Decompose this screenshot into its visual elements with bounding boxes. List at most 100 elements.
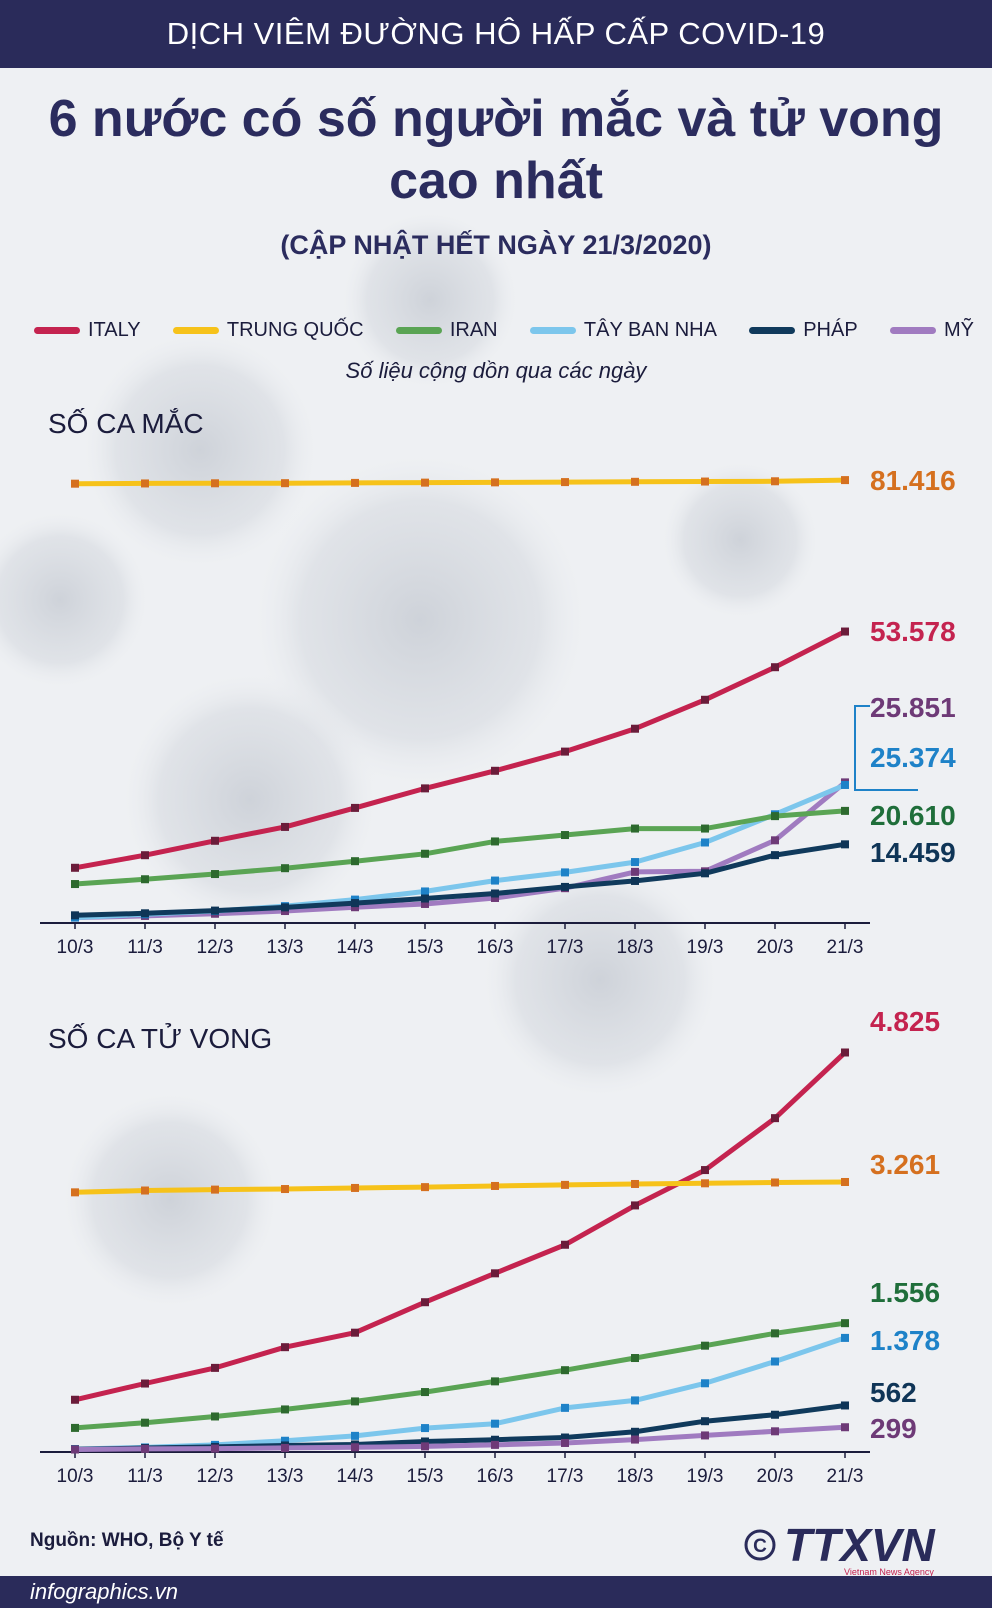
legend-swatch-iran [395,326,442,334]
data-point-iran [561,1366,569,1375]
svg-text:Vietnam News Agency: Vietnam News Agency [844,1567,934,1577]
end-label-france: 562 [870,1377,917,1408]
series-line-usa [72,1424,848,1452]
data-point-china [561,478,569,487]
series-line-usa [72,779,848,921]
data-point-china [631,1179,639,1188]
data-point-china [71,479,79,488]
page-subtitle: (CẬP NHẬT HẾT NGÀY 21/3/2020) [280,230,712,260]
data-point-china [421,478,429,487]
data-point-france [631,876,639,885]
legend-label: TÂY BAN NHA [583,318,717,341]
end-label-iran: 1.556 [870,1277,940,1308]
data-point-spain [561,868,569,877]
x-tick-label: 14/3 [337,1466,374,1487]
legend-label: MỸ [943,318,974,341]
data-point-china [351,1183,359,1192]
end-label-italy: 53.578 [870,616,956,647]
ttxvn-logo: C TTXVN Vietnam News Agency [744,1519,936,1577]
svg-text:TTXVN: TTXVN [784,1519,936,1571]
x-tick-label: 19/3 [687,937,724,958]
footer-bar: infographics.vn [0,1576,992,1608]
legend-item-france: PHÁP [749,319,858,342]
x-tick-label: 14/3 [337,937,374,958]
data-point-france [841,840,849,849]
data-point-france [421,1437,429,1446]
data-point-italy [701,695,709,704]
x-tick-label: 10/3 [57,1466,94,1487]
data-point-spain [421,1424,429,1433]
data-point-china [211,1185,219,1194]
legend-label: IRAN [449,318,498,341]
data-point-france [561,1433,569,1442]
end-label-iran: 20.610 [870,800,956,831]
legend-item-iran: IRAN [395,318,498,342]
data-point-usa [771,1427,779,1436]
data-point-italy [281,1343,289,1352]
data-point-italy [701,1166,709,1175]
data-point-france [771,1410,779,1419]
data-point-italy [771,1114,779,1123]
series-line-italy [72,1050,848,1403]
data-point-china [141,1186,149,1195]
x-tick-label: 19/3 [687,1466,724,1487]
data-point-italy [841,627,849,636]
data-point-italy [71,863,79,872]
data-point-china [141,479,149,488]
data-point-italy [631,1201,639,1210]
data-point-china [841,476,849,485]
data-point-spain [841,780,849,789]
data-point-china [421,1183,429,1192]
legend-item-spain: TÂY BAN NHA [529,318,717,342]
data-point-usa [421,1442,429,1451]
data-point-france [281,903,289,912]
x-tick-label: 11/3 [127,1466,163,1487]
legend-label: ITALY [88,318,141,341]
header-banner: DỊCH VIÊM ĐƯỜNG HÔ HẤP CẤP COVID-19 [0,0,992,68]
legend-swatch-china [172,326,219,334]
x-tick-label: 16/3 [477,937,514,958]
series-line-china [72,477,848,487]
data-point-italy [71,1395,79,1404]
legend: ITALY TRUNG QUỐC IRAN TÂY BAN NHA PHÁP M… [34,315,974,345]
data-point-spain [631,858,639,867]
legend-item-usa: MỸ [889,318,974,342]
data-point-usa [141,1444,149,1453]
end-label-spain: 25.374 [870,742,956,773]
data-point-china [491,1181,499,1190]
data-point-spain [841,1333,849,1342]
data-point-iran [561,831,569,840]
data-point-spain [491,876,499,885]
x-tick-label: 15/3 [407,937,444,958]
end-label-usa: 299 [870,1413,917,1444]
data-point-france [701,869,709,878]
page-title: 6 nước có số người mắc và tử vong cao nh… [0,88,992,212]
data-point-italy [421,1298,429,1307]
series-line-italy [72,629,848,871]
data-point-iran [281,864,289,873]
data-point-iran [491,837,499,846]
x-tick-label: 18/3 [617,937,654,958]
series-line-china [72,1179,848,1195]
data-point-usa [491,1440,499,1449]
x-tick-label: 21/3 [827,1466,864,1487]
deaths-line-chart: 10/3 11/3 12/3 13/3 14/3 15/3 16/3 17/3 18/3 19/3… [40,1006,940,1487]
data-point-france [71,911,79,920]
title-line-1: 6 nước có số người mắc và tử vong [48,90,944,148]
data-point-spain [701,838,709,847]
data-point-iran [631,1354,639,1363]
cumulative-note: Số liệu cộng dồn qua các ngày [345,358,647,383]
series-line-france [72,841,848,918]
data-point-france [351,899,359,908]
data-point-italy [211,1363,219,1372]
data-point-iran [491,1377,499,1386]
x-tick-label: 15/3 [407,1466,444,1487]
x-tick-label: 13/3 [267,1466,304,1487]
x-tick-label: 16/3 [477,1466,514,1487]
x-tick-label: 12/3 [197,1466,234,1487]
data-point-china [771,477,779,486]
data-point-iran [281,1405,289,1414]
footer-site[interactable]: infographics.vn [30,1579,178,1604]
legend-swatch-spain [529,326,576,334]
end-label-italy: 4.825 [870,1006,940,1037]
